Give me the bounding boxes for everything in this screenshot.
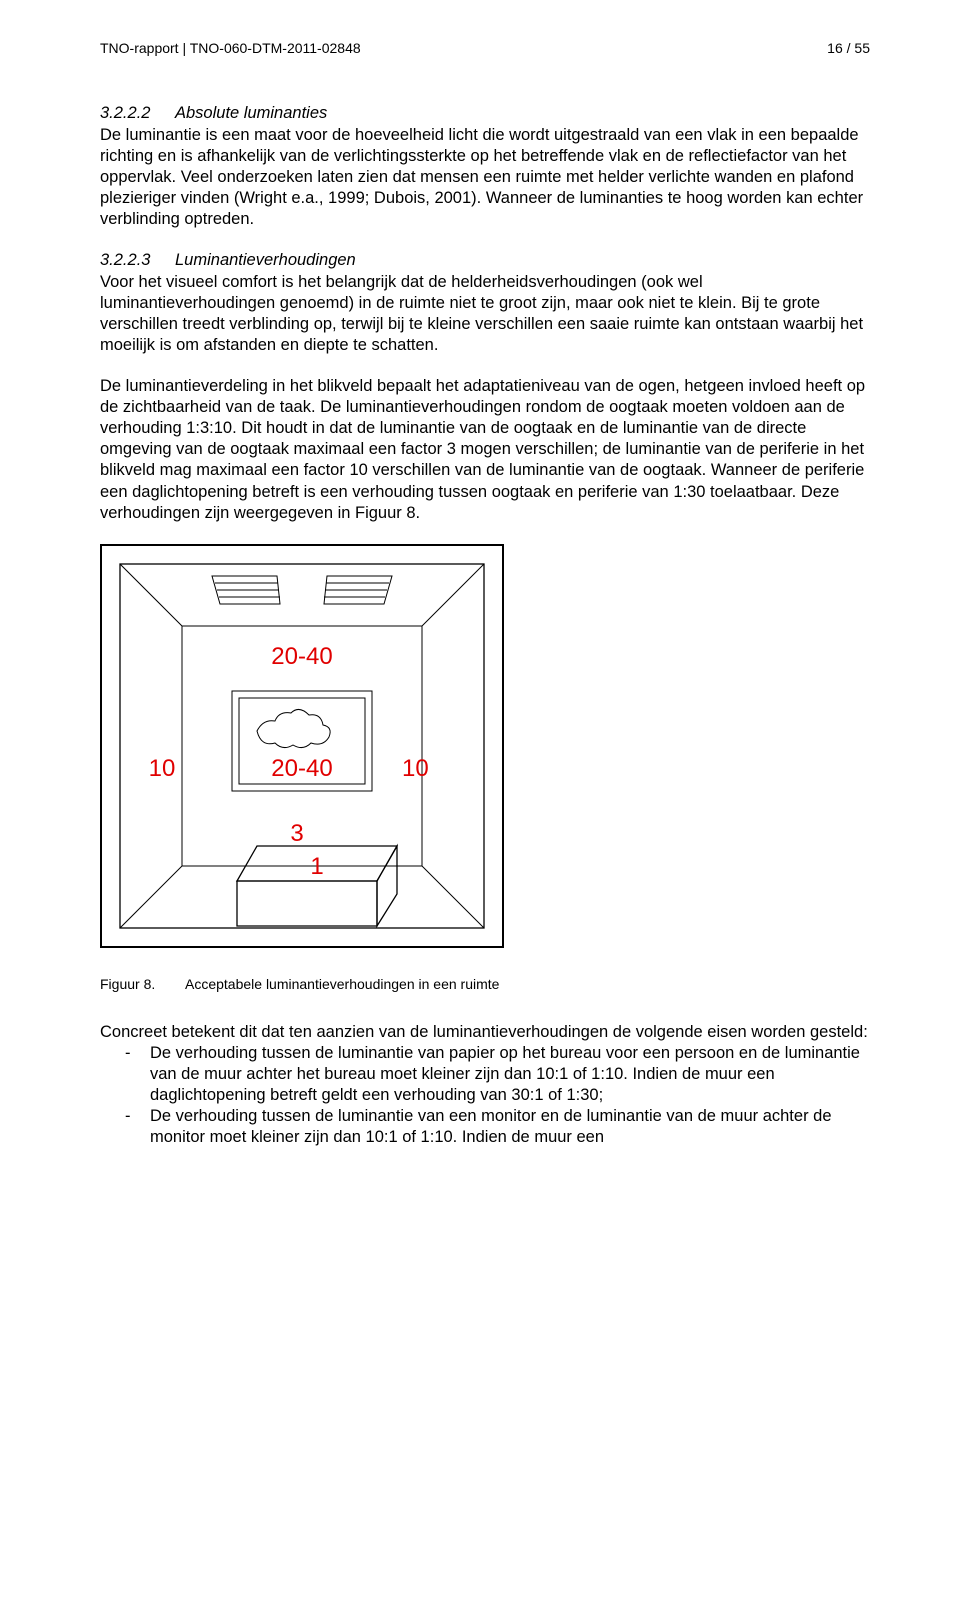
label-ceiling: 20-40 (271, 643, 332, 670)
figure-8: 20-40 10 20-40 10 3 1 (100, 544, 870, 948)
paragraph: Voor het visueel comfort is het belangri… (100, 272, 870, 356)
page: TNO-rapport | TNO-060-DTM-2011-02848 16 … (0, 0, 960, 1188)
section-number: 3.2.2.3 (100, 251, 175, 270)
label-window: 20-40 (271, 755, 332, 782)
section-heading-1: 3.2.2.2 Absolute luminanties (100, 104, 870, 123)
section-title: Luminantieverhoudingen (175, 251, 356, 270)
label-left-wall: 10 (149, 755, 176, 782)
figure-caption-text: Acceptabele luminantieverhoudingen in ee… (185, 976, 499, 992)
paragraph: De luminantieverdeling in het blikveld b… (100, 376, 870, 524)
section-title: Absolute luminanties (175, 104, 327, 123)
figure-label: Figuur 8. (100, 976, 185, 992)
list-item: De verhouding tussen de luminantie van e… (100, 1106, 870, 1148)
paragraph: De luminantie is een maat voor de hoevee… (100, 125, 870, 231)
room-diagram: 20-40 10 20-40 10 3 1 (100, 544, 504, 948)
paragraph: Concreet betekent dit dat ten aanzien va… (100, 1022, 870, 1043)
header-left: TNO-rapport | TNO-060-DTM-2011-02848 (100, 40, 361, 56)
header-right: 16 / 55 (827, 40, 870, 56)
label-right-wall: 10 (402, 755, 429, 782)
page-header: TNO-rapport | TNO-060-DTM-2011-02848 16 … (100, 40, 870, 56)
list-item: De verhouding tussen de luminantie van p… (100, 1043, 870, 1106)
figure-caption: Figuur 8. Acceptabele luminantieverhoudi… (100, 976, 870, 992)
label-desk-top: 1 (310, 853, 323, 880)
requirements-list: De verhouding tussen de luminantie van p… (100, 1043, 870, 1149)
room-svg: 20-40 10 20-40 10 3 1 (102, 546, 502, 946)
section-heading-2: 3.2.2.3 Luminantieverhoudingen (100, 251, 870, 270)
label-desk-side: 3 (290, 820, 303, 847)
section-number: 3.2.2.2 (100, 104, 175, 123)
